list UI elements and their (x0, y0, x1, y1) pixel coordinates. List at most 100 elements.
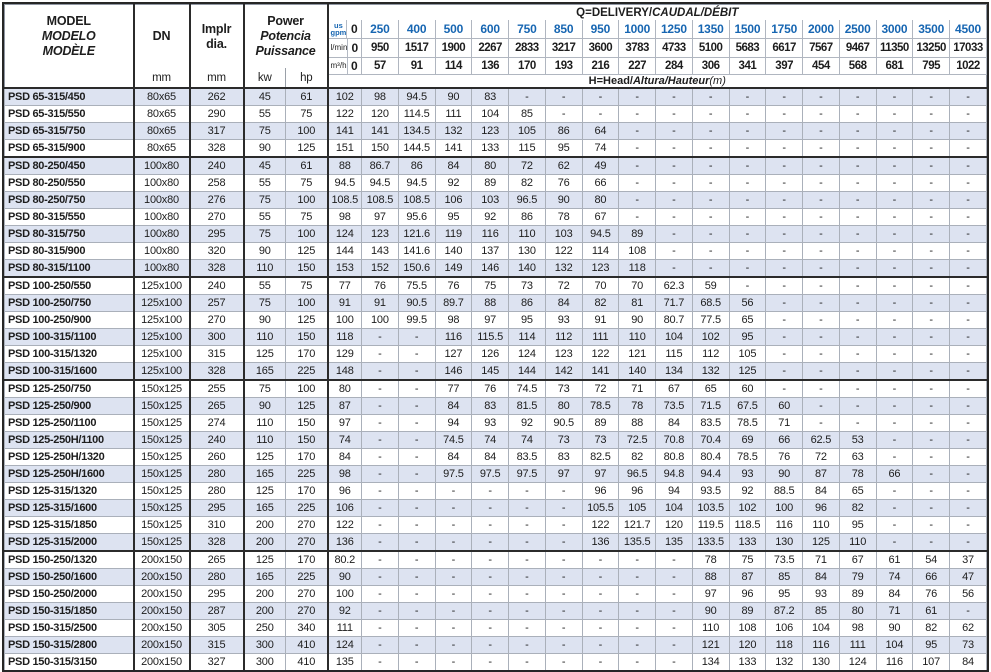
impeller-dia-cell: 328 (189, 259, 245, 278)
head-cell: 140 (434, 242, 473, 260)
head-cell: - (912, 345, 951, 363)
head-cell: 133 (728, 653, 767, 670)
head-cell: 133.5 (691, 533, 730, 552)
head-cell: 126 (471, 345, 510, 363)
head-cell: - (655, 602, 693, 620)
head-cell: - (655, 636, 693, 654)
table-header: MODEL MODELO MODÈLE DN mm Implr dia. mm … (4, 4, 987, 89)
head-cell: - (765, 174, 804, 192)
head-cell: - (802, 276, 840, 295)
kw-cell: 165 (243, 499, 286, 517)
head-cell: 105 (728, 345, 767, 363)
head-cell: - (912, 516, 951, 534)
head-cell: - (912, 105, 951, 123)
impeller-dia-cell: 320 (189, 242, 245, 260)
head-cell: 62 (544, 156, 583, 175)
head-cell: 112 (691, 345, 730, 363)
kw-cell: 110 (243, 328, 286, 346)
head-cell: 59 (691, 276, 730, 295)
head-cell: - (802, 208, 840, 226)
head-cell: - (471, 482, 510, 500)
head-cell: 111 (434, 105, 473, 123)
head-cell: - (912, 379, 951, 398)
head-cell: 110 (508, 225, 546, 243)
head-cell: 118.5 (728, 516, 767, 534)
head-cell: 71 (875, 602, 914, 620)
head-cell: - (949, 276, 987, 295)
hp-cell: 125 (284, 311, 329, 329)
head-cell: 82 (618, 448, 657, 466)
head-cell: 56 (949, 585, 987, 603)
lmin-value: 11350 (875, 38, 914, 58)
dn-cell: 150x125 (133, 379, 191, 398)
head-cell: - (949, 259, 987, 278)
head-cell: 105.5 (581, 499, 620, 517)
head-cell: - (802, 328, 840, 346)
kw-cell: 125 (243, 482, 286, 500)
head-cell: - (875, 156, 914, 175)
head-cell: 67.5 (728, 397, 767, 415)
head-cell: 90 (765, 465, 804, 483)
head-cell: 116 (765, 516, 804, 534)
head-cell: - (361, 362, 399, 381)
head-cell: - (361, 653, 399, 670)
dn-cell: 150x125 (133, 533, 191, 552)
table-row: PSD 125-250/750 150x125 255 75 100 80- -77 76 74… (4, 379, 987, 398)
head-cell: 93 (544, 311, 583, 329)
head-cell: - (875, 242, 914, 260)
head-cell: 132 (691, 362, 730, 381)
head-cell: 133 (471, 139, 510, 158)
head-cell: - (581, 550, 620, 569)
model-cell: PSD 150-250/1320 (4, 550, 135, 569)
head-cell: - (802, 242, 840, 260)
head-cell: - (912, 448, 951, 466)
head-cell: - (802, 362, 840, 381)
table-row: PSD 150-315/2800 200x150 315 300 410 124- - - - -… (4, 636, 987, 654)
head-cell: 66 (581, 174, 620, 192)
head-cell: 76 (471, 379, 510, 398)
head-cell: - (838, 225, 877, 243)
head-cell: - (765, 362, 804, 381)
head-cell: - (802, 379, 840, 398)
head-cell: - (544, 602, 583, 620)
impeller-dia-cell: 295 (189, 225, 245, 243)
head-cell: - (802, 414, 840, 432)
head-cell: - (949, 208, 987, 226)
model-cell: PSD 80-250/750 (4, 191, 135, 209)
head-cell: - (949, 448, 987, 466)
head-cell: 69 (728, 431, 767, 449)
kw-cell: 110 (243, 414, 286, 432)
impeller-dia-cell: 280 (189, 465, 245, 483)
head-cell: - (802, 139, 840, 158)
model-cell: PSD 65-315/450 (4, 87, 135, 106)
m3h-value: 454 (802, 56, 840, 75)
head-cell: 95 (728, 328, 767, 346)
hp-cell: 170 (284, 482, 329, 500)
power-label-fr: Puissance (255, 43, 316, 58)
head-cell: 115 (655, 345, 693, 363)
lmin-value: 9467 (838, 38, 877, 58)
kw-cell: 125 (243, 448, 286, 466)
head-cell: 116 (434, 328, 473, 346)
model-cell: PSD 125-250/1100 (4, 414, 135, 432)
head-cell: 108.5 (397, 191, 436, 209)
head-cell: - (581, 636, 620, 654)
head-cell: - (508, 533, 546, 552)
head-cell: 66 (875, 465, 914, 483)
head-cell: - (838, 311, 877, 329)
head-cell: 130 (765, 533, 804, 552)
head-cell: 82 (508, 174, 546, 192)
head-cell: - (912, 122, 951, 140)
head-cell: - (508, 585, 546, 603)
head-cell: 95 (508, 311, 546, 329)
head-cell: - (508, 653, 546, 670)
m3h-value: 114 (434, 56, 473, 75)
kw-cell: 125 (243, 550, 286, 569)
table-body: PSD 65-315/450 80x65 262 45 61 102 98 94.5 90 83-… (4, 87, 987, 670)
head-cell: - (838, 362, 877, 381)
head-cell: - (361, 448, 399, 466)
lmin-zero-cell: l/min 0 (327, 38, 363, 58)
table-row: PSD 100-250/900 125x100 270 90 125 100 100 99.5… (4, 311, 987, 329)
head-cell: 80 (581, 191, 620, 209)
kw-cell: 165 (243, 465, 286, 483)
